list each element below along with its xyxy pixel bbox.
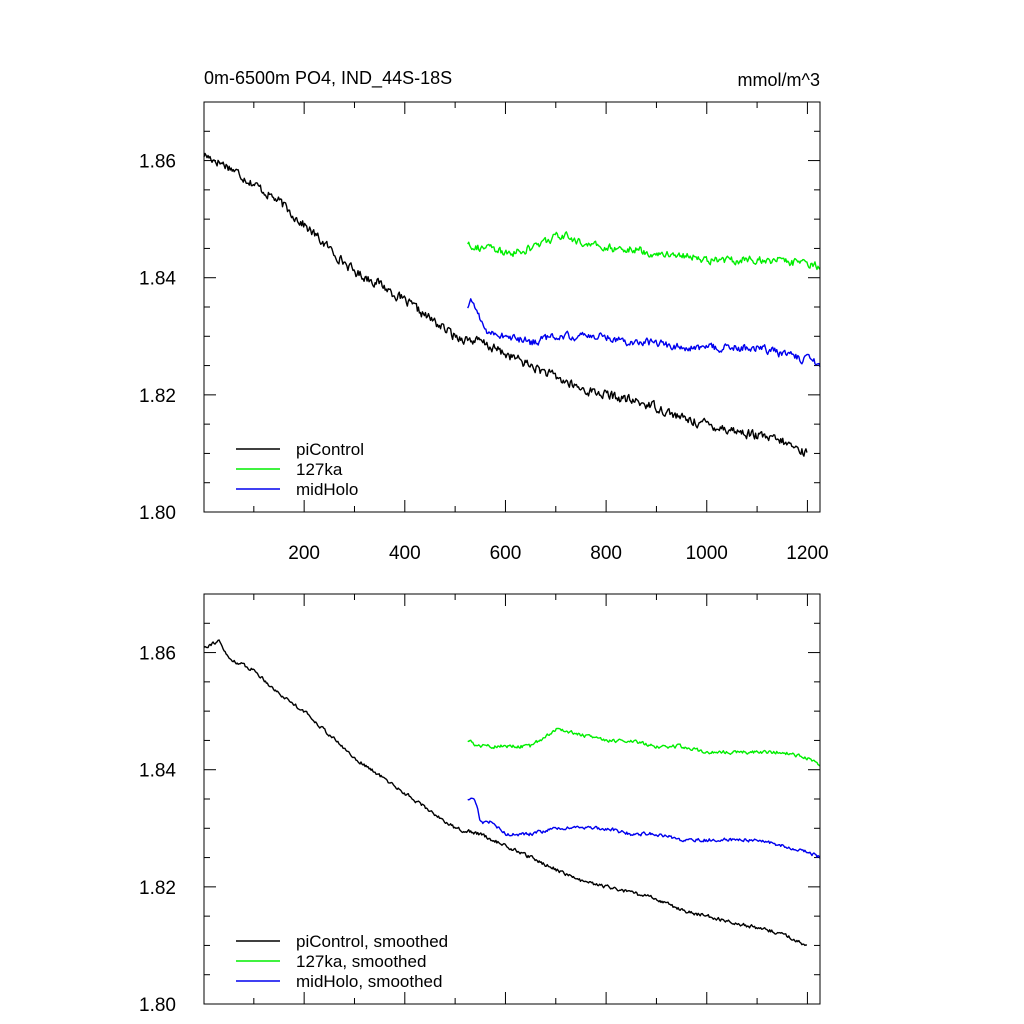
series-line (203, 152, 808, 457)
plot-frame (203, 593, 821, 1005)
tick-labels: 1.80 1.82 1.84 1.86 (139, 644, 176, 1016)
series-line (203, 639, 808, 947)
legend-label: midHolo, smoothed (296, 972, 442, 991)
legend-label: midHolo (296, 480, 358, 499)
x-tick-label: 400 (389, 543, 421, 564)
legend-label: piControl, smoothed (296, 932, 448, 951)
plot-frame (203, 101, 821, 513)
chart-title: 0m-6500m PO4, IND_44S-18S (204, 68, 452, 89)
units-label: mmol/m^3 (738, 70, 820, 90)
x-tick-label: 800 (590, 543, 622, 564)
legend-label: 127ka, smoothed (296, 952, 426, 971)
y-tick-label: 1.84 (139, 269, 176, 290)
x-tick-label: 1200 (786, 543, 828, 564)
series-line (467, 231, 821, 271)
y-tick-label: 1.80 (139, 503, 176, 524)
x-tick-label: 600 (490, 543, 522, 564)
y-tick-label: 1.80 (139, 995, 176, 1016)
y-tick-label: 1.82 (139, 878, 176, 899)
series-line (467, 298, 821, 368)
axis-ticks (204, 101, 820, 513)
x-tick-label: 1000 (686, 543, 728, 564)
series-line (467, 797, 821, 859)
chart-top: 0m-6500m PO4, IND_44S-18S mmol/m^3 1.801… (139, 68, 829, 564)
y-tick-label: 1.82 (139, 386, 176, 407)
legend-label: 127ka (296, 460, 343, 479)
y-tick-label: 1.86 (139, 152, 176, 173)
plot-area (203, 152, 821, 457)
chart-bottom: 1.80 1.82 1.84 1.86 piControl, smoothed127k… (139, 593, 821, 1016)
series-line (467, 727, 821, 767)
plot-area (203, 639, 821, 947)
tick-labels: 1.80 1.82 1.84 1.86 200 400 600 800 1000 1200 (139, 152, 829, 564)
x-tick-label: 200 (288, 543, 320, 564)
y-tick-label: 1.84 (139, 761, 176, 782)
legend-label: piControl (296, 440, 364, 459)
y-tick-label: 1.86 (139, 644, 176, 665)
